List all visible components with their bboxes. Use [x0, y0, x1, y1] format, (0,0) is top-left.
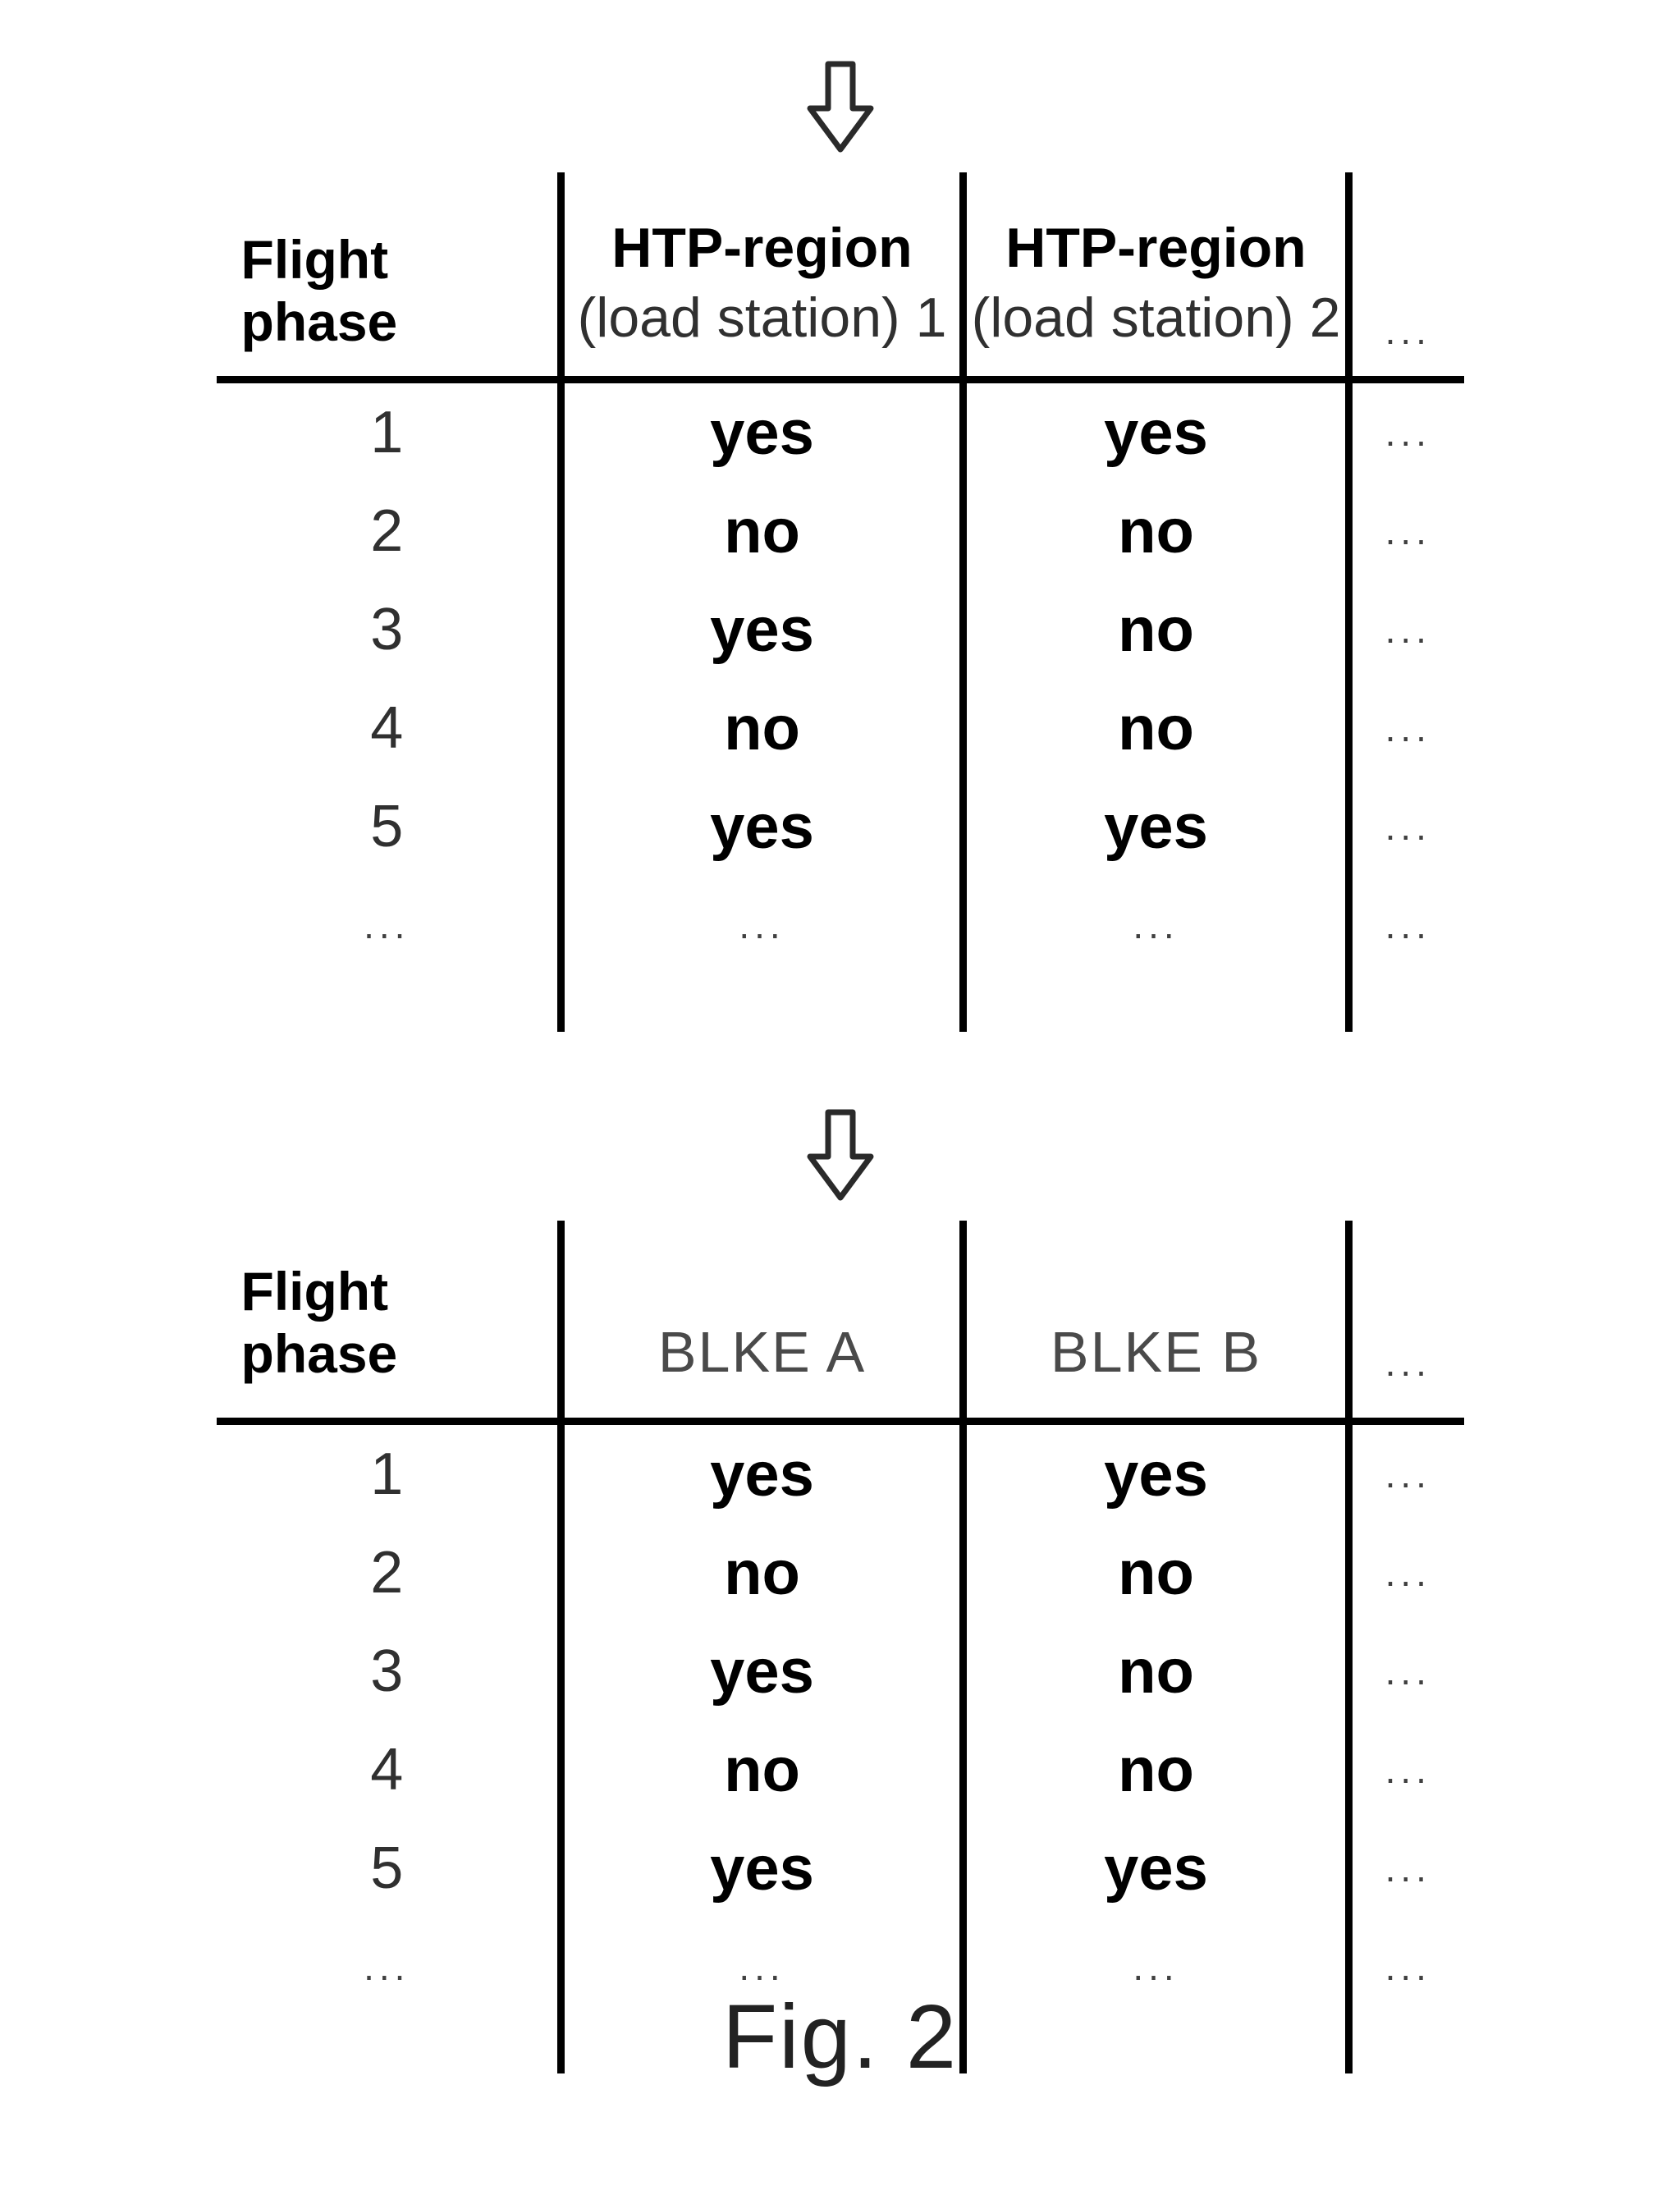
table-row: 1yesyes...: [217, 380, 1464, 483]
table-row: 2nono...: [217, 1524, 1464, 1622]
col-header-flight-phase: Flight phase: [217, 1221, 561, 1422]
table-row: 1yesyes...: [217, 1422, 1464, 1524]
col-header-blke-a: BLKE A: [561, 1221, 964, 1422]
table-row: 4nono...: [217, 679, 1464, 777]
col-header-flight-phase: Flight phase: [217, 172, 561, 380]
col-header-more: ...: [1349, 1221, 1464, 1422]
table-row: 3yesno...: [217, 1622, 1464, 1721]
col-header-more: ...: [1349, 172, 1464, 380]
table-row: 2nono...: [217, 482, 1464, 580]
down-arrow-icon: [803, 1106, 877, 1204]
figure-caption: Fig. 2: [722, 1985, 958, 2089]
col-header-htp1: HTP-region (load station) 1: [561, 172, 964, 380]
table-row: 5yesyes...: [217, 1819, 1464, 1918]
table-row: ............: [217, 876, 1464, 974]
table-row: 3yesno...: [217, 580, 1464, 679]
table-blke: Flight phase BLKE A BLKE B ... 1yesyes..…: [217, 1221, 1464, 2073]
col-header-htp2: HTP-region (load station) 2: [964, 172, 1349, 380]
table-row: 5yesyes...: [217, 777, 1464, 876]
table-row: 4nono...: [217, 1721, 1464, 1819]
table-htp-region: Flight phase HTP-region (load station) 1…: [217, 172, 1464, 1032]
down-arrow-icon: [803, 57, 877, 156]
figure-content: Flight phase HTP-region (load station) 1…: [217, 57, 1464, 2073]
col-header-blke-b: BLKE B: [964, 1221, 1349, 1422]
